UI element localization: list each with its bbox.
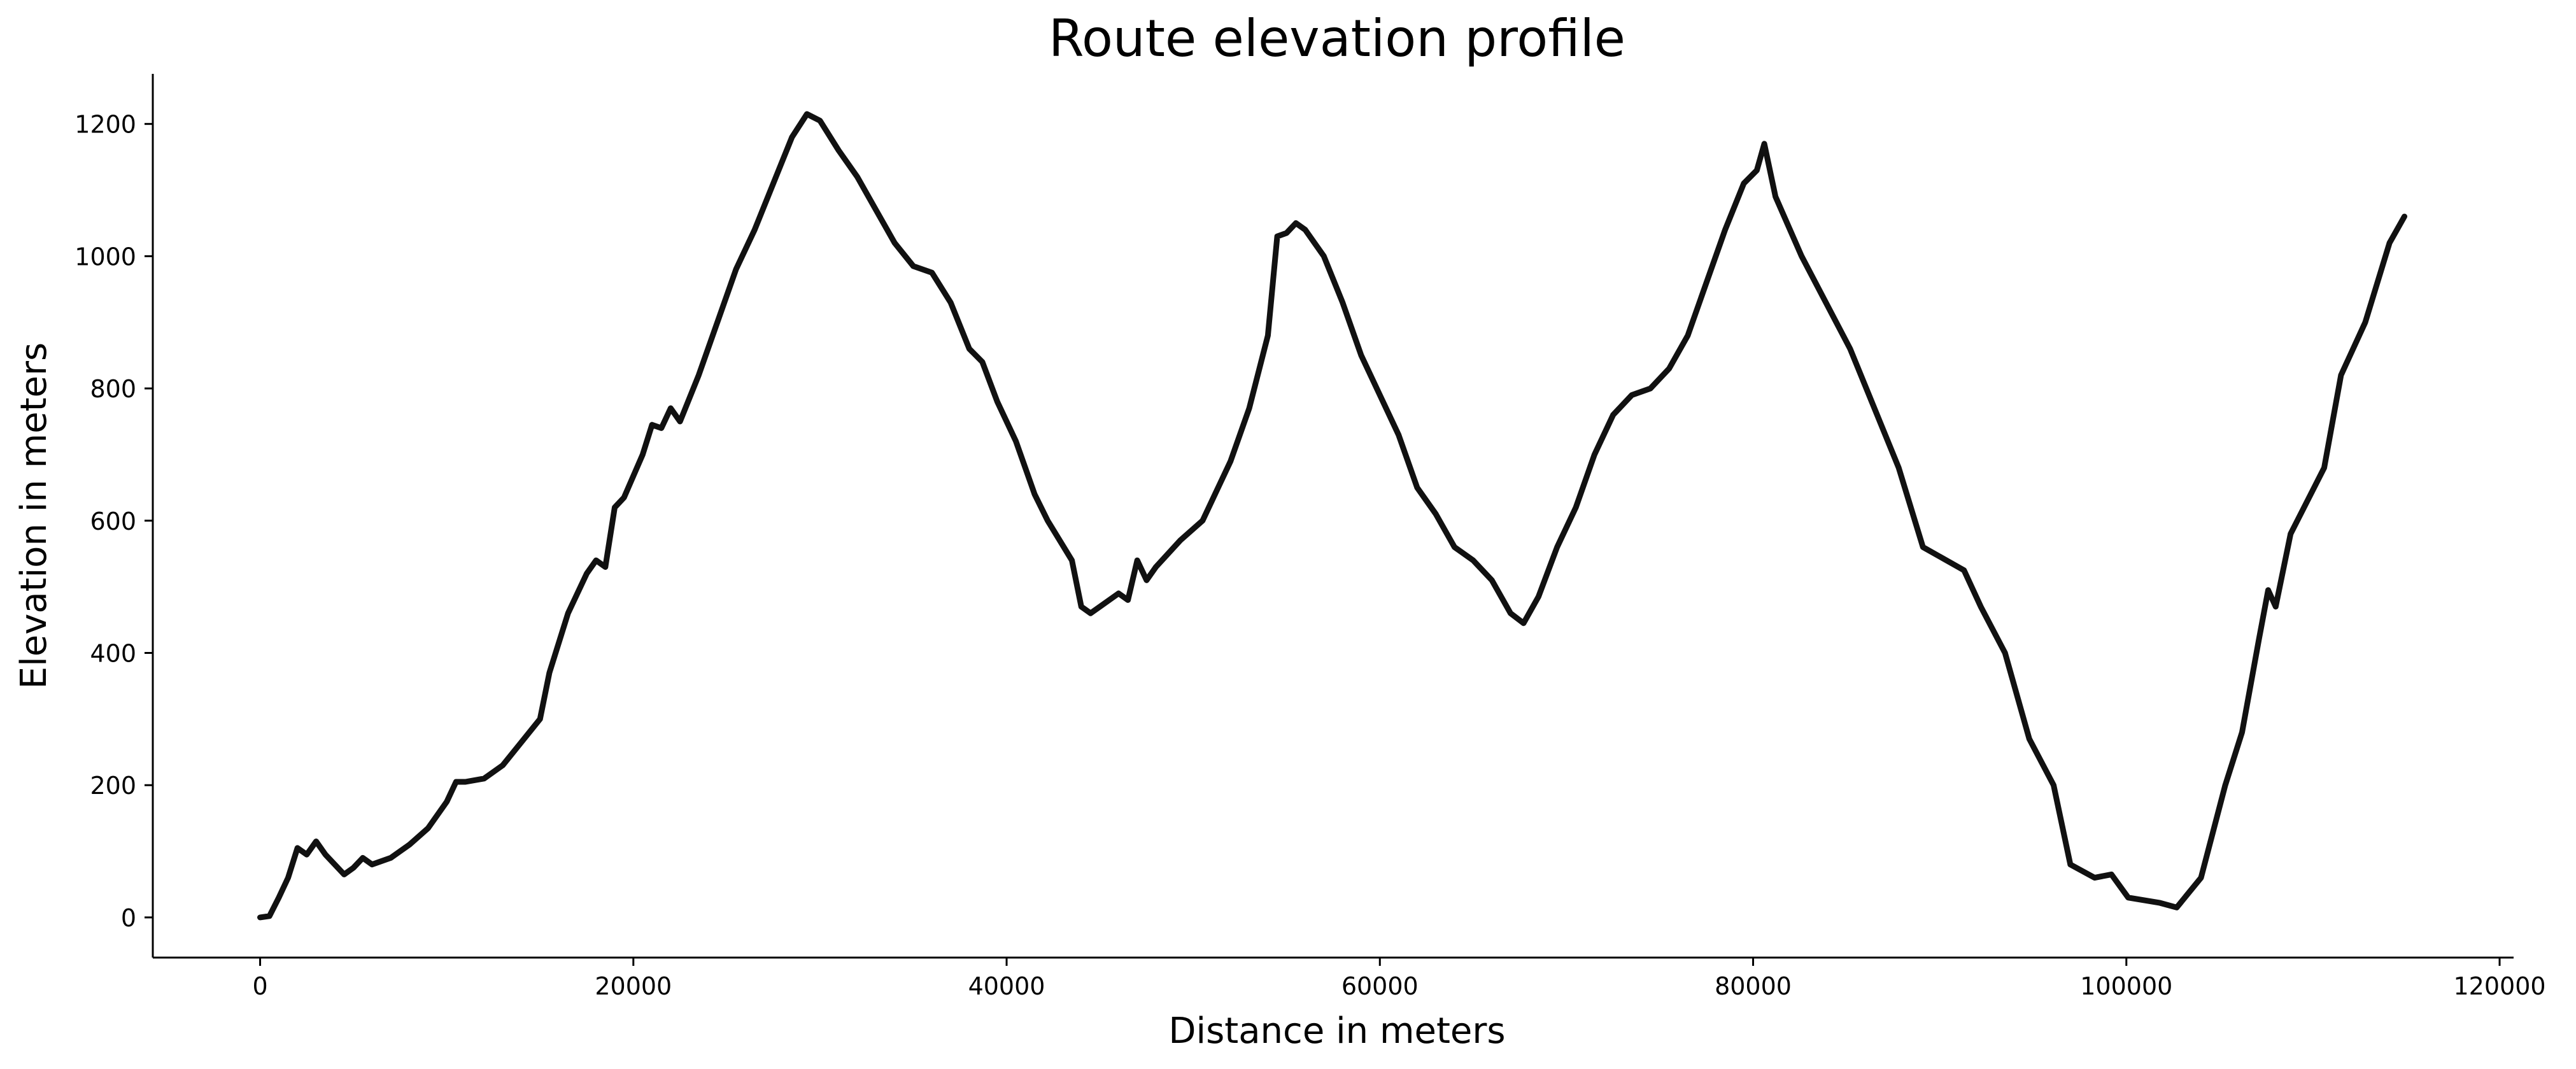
y-tick-label: 800 <box>90 375 136 403</box>
x-tick-label: 100000 <box>2080 972 2172 1000</box>
x-tick-label: 20000 <box>595 972 672 1000</box>
x-axis-label: Distance in meters <box>1168 1010 1505 1052</box>
y-tick-label: 400 <box>90 639 136 667</box>
y-tick-label: 600 <box>90 507 136 535</box>
x-tick-label: 60000 <box>1341 972 1419 1000</box>
y-tick-label: 1200 <box>74 111 136 139</box>
y-tick-label: 1000 <box>74 243 136 271</box>
x-tick-label: 40000 <box>968 972 1045 1000</box>
elevation-line <box>257 111 2407 921</box>
chart-title: Route elevation profile <box>1049 9 1625 68</box>
y-axis-label: Elevation in meters <box>13 343 55 689</box>
x-tick-label: 80000 <box>1715 972 1792 1000</box>
x-tick-label: 0 <box>252 972 267 1000</box>
y-tick-label: 0 <box>121 904 136 932</box>
y-tick-label: 200 <box>90 772 136 800</box>
x-tick-label: 120000 <box>2453 972 2545 1000</box>
